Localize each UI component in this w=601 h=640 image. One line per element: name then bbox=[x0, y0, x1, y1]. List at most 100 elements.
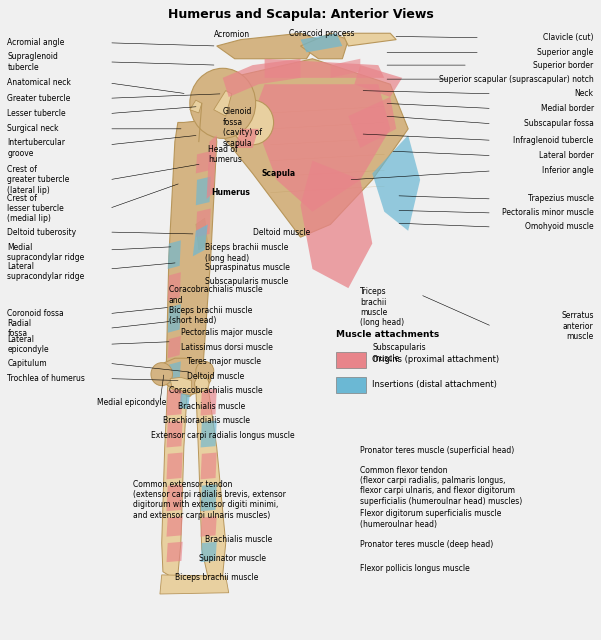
Text: Serratus
anterior
muscle: Serratus anterior muscle bbox=[561, 312, 594, 341]
Text: Pronator teres muscle (deep head): Pronator teres muscle (deep head) bbox=[361, 540, 493, 549]
Polygon shape bbox=[343, 33, 396, 46]
Text: Pronator teres muscle (superficial head): Pronator teres muscle (superficial head) bbox=[361, 446, 514, 455]
Polygon shape bbox=[201, 420, 217, 447]
Polygon shape bbox=[190, 100, 202, 113]
Text: Brachialis muscle: Brachialis muscle bbox=[205, 535, 272, 545]
Text: Acromion: Acromion bbox=[214, 30, 250, 39]
Text: Pectoralis major muscle: Pectoralis major muscle bbox=[181, 328, 272, 337]
Text: Triceps
brachii
muscle
(long head): Triceps brachii muscle (long head) bbox=[361, 287, 404, 327]
Polygon shape bbox=[223, 59, 300, 97]
Circle shape bbox=[190, 68, 255, 138]
Polygon shape bbox=[252, 84, 390, 212]
Text: Coracoid process: Coracoid process bbox=[288, 29, 354, 38]
Text: Subscapular fossa: Subscapular fossa bbox=[523, 119, 594, 128]
Polygon shape bbox=[180, 394, 190, 409]
Text: Flexor digitorum superficialis muscle
(humeroulnar head): Flexor digitorum superficialis muscle (h… bbox=[361, 509, 502, 529]
Polygon shape bbox=[207, 135, 217, 199]
Text: Origins (proximal attachment): Origins (proximal attachment) bbox=[372, 355, 499, 364]
Text: Biceps brachii muscle
(long head): Biceps brachii muscle (long head) bbox=[205, 243, 288, 263]
Circle shape bbox=[151, 363, 172, 386]
Text: Deltoid tuberosity: Deltoid tuberosity bbox=[7, 228, 76, 237]
Text: Infraglenoid tubercle: Infraglenoid tubercle bbox=[513, 136, 594, 145]
Text: Inferior angle: Inferior angle bbox=[542, 166, 594, 175]
Text: Common extensor tendon
(extensor carpi radialis brevis, extensor
digitorum with : Common extensor tendon (extensor carpi r… bbox=[133, 479, 286, 520]
Text: Brachioradialis muscle: Brachioradialis muscle bbox=[163, 416, 250, 425]
Polygon shape bbox=[168, 362, 181, 384]
Text: Pectoralis minor muscle: Pectoralis minor muscle bbox=[502, 209, 594, 218]
Polygon shape bbox=[196, 177, 211, 205]
Text: Superior angle: Superior angle bbox=[537, 48, 594, 57]
Polygon shape bbox=[168, 336, 181, 358]
Text: Biceps brachii muscle: Biceps brachii muscle bbox=[175, 573, 258, 582]
Text: Brachialis muscle: Brachialis muscle bbox=[178, 401, 245, 410]
Polygon shape bbox=[196, 384, 226, 578]
Text: Extensor carpi radialis longus muscle: Extensor carpi radialis longus muscle bbox=[151, 431, 294, 440]
Circle shape bbox=[232, 100, 273, 145]
Text: Intertubercular
groove: Intertubercular groove bbox=[7, 138, 66, 157]
Polygon shape bbox=[166, 452, 183, 479]
Text: Subscapularis muscle: Subscapularis muscle bbox=[205, 277, 288, 286]
Text: Trapezius muscle: Trapezius muscle bbox=[528, 195, 594, 204]
Polygon shape bbox=[168, 241, 181, 269]
Polygon shape bbox=[196, 151, 211, 173]
Text: Common flexor tendon
(flexor carpi radialis, palmaris longus,
flexor carpi ulnar: Common flexor tendon (flexor carpi radia… bbox=[361, 465, 523, 506]
Polygon shape bbox=[349, 97, 396, 148]
Text: Flexor pollicis longus muscle: Flexor pollicis longus muscle bbox=[361, 564, 470, 573]
Text: Supinator muscle: Supinator muscle bbox=[199, 554, 266, 563]
Polygon shape bbox=[168, 304, 181, 333]
Text: Omohyoid muscle: Omohyoid muscle bbox=[525, 223, 594, 232]
Polygon shape bbox=[166, 389, 183, 415]
Polygon shape bbox=[201, 516, 217, 537]
Text: Superior scapular (suprascapular) notch: Superior scapular (suprascapular) notch bbox=[439, 75, 594, 84]
Text: Capitulum: Capitulum bbox=[7, 359, 47, 368]
Text: Medial border: Medial border bbox=[540, 104, 594, 113]
Text: Insertions (distal attachment): Insertions (distal attachment) bbox=[372, 381, 497, 390]
Polygon shape bbox=[201, 389, 217, 415]
Polygon shape bbox=[331, 59, 361, 78]
Text: Neck: Neck bbox=[575, 90, 594, 99]
Polygon shape bbox=[217, 59, 408, 237]
Circle shape bbox=[196, 362, 214, 381]
Polygon shape bbox=[166, 484, 183, 511]
Text: Trochlea of humerus: Trochlea of humerus bbox=[7, 374, 85, 383]
Text: Lesser tubercle: Lesser tubercle bbox=[7, 109, 66, 118]
Polygon shape bbox=[166, 420, 183, 447]
Polygon shape bbox=[196, 218, 208, 250]
Polygon shape bbox=[170, 378, 192, 392]
Text: Lateral
epicondyle: Lateral epicondyle bbox=[7, 335, 49, 354]
Text: Humerus: Humerus bbox=[211, 188, 249, 197]
Polygon shape bbox=[168, 272, 181, 301]
Polygon shape bbox=[235, 129, 258, 148]
Text: Coracobrachialis muscle
and
Biceps brachii muscle
(short head): Coracobrachialis muscle and Biceps brach… bbox=[169, 285, 263, 326]
Polygon shape bbox=[300, 161, 372, 288]
Text: Surgical neck: Surgical neck bbox=[7, 124, 59, 133]
Polygon shape bbox=[300, 33, 343, 52]
Polygon shape bbox=[201, 484, 217, 511]
Text: Deltoid muscle: Deltoid muscle bbox=[252, 228, 310, 237]
Text: Deltoid muscle: Deltoid muscle bbox=[187, 372, 244, 381]
Polygon shape bbox=[162, 384, 187, 576]
Circle shape bbox=[195, 376, 209, 392]
FancyBboxPatch shape bbox=[337, 378, 366, 394]
Text: Supraglenoid
tubercle: Supraglenoid tubercle bbox=[7, 52, 58, 72]
Polygon shape bbox=[201, 452, 217, 479]
Text: Teres major muscle: Teres major muscle bbox=[187, 357, 261, 366]
Polygon shape bbox=[166, 119, 217, 396]
Polygon shape bbox=[160, 358, 211, 395]
Text: Anatomical neck: Anatomical neck bbox=[7, 79, 72, 88]
Text: Greater tubercle: Greater tubercle bbox=[7, 93, 71, 103]
Text: Medial
supracondylar ridge: Medial supracondylar ridge bbox=[7, 243, 85, 262]
Polygon shape bbox=[196, 209, 211, 237]
Text: Lateral border: Lateral border bbox=[539, 151, 594, 160]
Text: Subscapularis
muscle: Subscapularis muscle bbox=[372, 344, 426, 363]
Text: Medial epicondyle: Medial epicondyle bbox=[97, 398, 166, 407]
Polygon shape bbox=[166, 516, 183, 537]
Text: Lateral
supracondylar ridge: Lateral supracondylar ridge bbox=[7, 262, 85, 281]
Text: Superior border: Superior border bbox=[533, 61, 594, 70]
FancyBboxPatch shape bbox=[337, 352, 366, 368]
Text: Coracobrachialis muscle: Coracobrachialis muscle bbox=[169, 385, 263, 395]
Polygon shape bbox=[166, 541, 183, 562]
Polygon shape bbox=[160, 575, 229, 594]
Polygon shape bbox=[372, 135, 420, 231]
Text: Head of
humerus: Head of humerus bbox=[208, 145, 242, 164]
